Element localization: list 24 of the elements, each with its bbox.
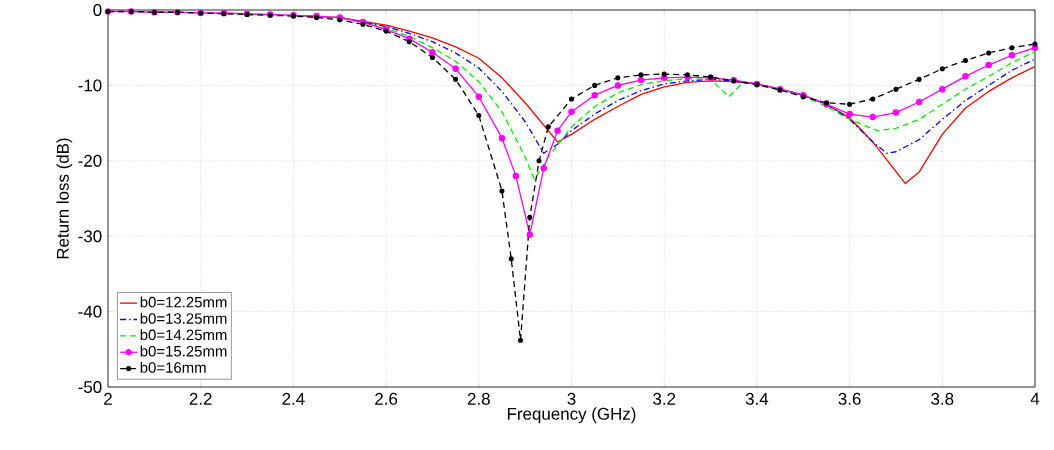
x-tick-label: 2 [104, 392, 112, 405]
legend-label: b0=12.25mm [140, 296, 227, 308]
x-tick-label: 2.2 [189, 392, 212, 405]
y-tick-label: -40 [78, 305, 102, 318]
x-tick-label: 2.6 [375, 392, 398, 405]
y-tick-label: 0 [93, 4, 102, 16]
x-tick-label: 2.8 [467, 392, 490, 405]
x-tick-label: 3.6 [838, 392, 861, 405]
legend-label: b0=13.25mm [140, 312, 227, 324]
y-axis-title: Return loss (dB) [56, 138, 73, 259]
x-axis-title: Frequency (GHz) [507, 407, 636, 424]
legend-label: b0=15.25mm [140, 345, 227, 357]
y-tick-label: -10 [78, 79, 102, 92]
x-tick-label: 3.4 [745, 392, 769, 405]
x-tick-label: 3.8 [931, 392, 954, 405]
legend-label: b0=14.25mm [140, 329, 227, 341]
y-tick-label: -20 [78, 154, 102, 167]
x-tick-label: 4 [1030, 392, 1040, 405]
x-tick-label: 3 [567, 392, 576, 405]
legend-label: b0=16mm [140, 361, 206, 373]
x-tick-label: 3.2 [653, 392, 676, 405]
y-tick-label: -50 [78, 381, 102, 393]
y-tick-label: -30 [78, 230, 102, 243]
x-tick-label: 2.4 [282, 392, 305, 405]
